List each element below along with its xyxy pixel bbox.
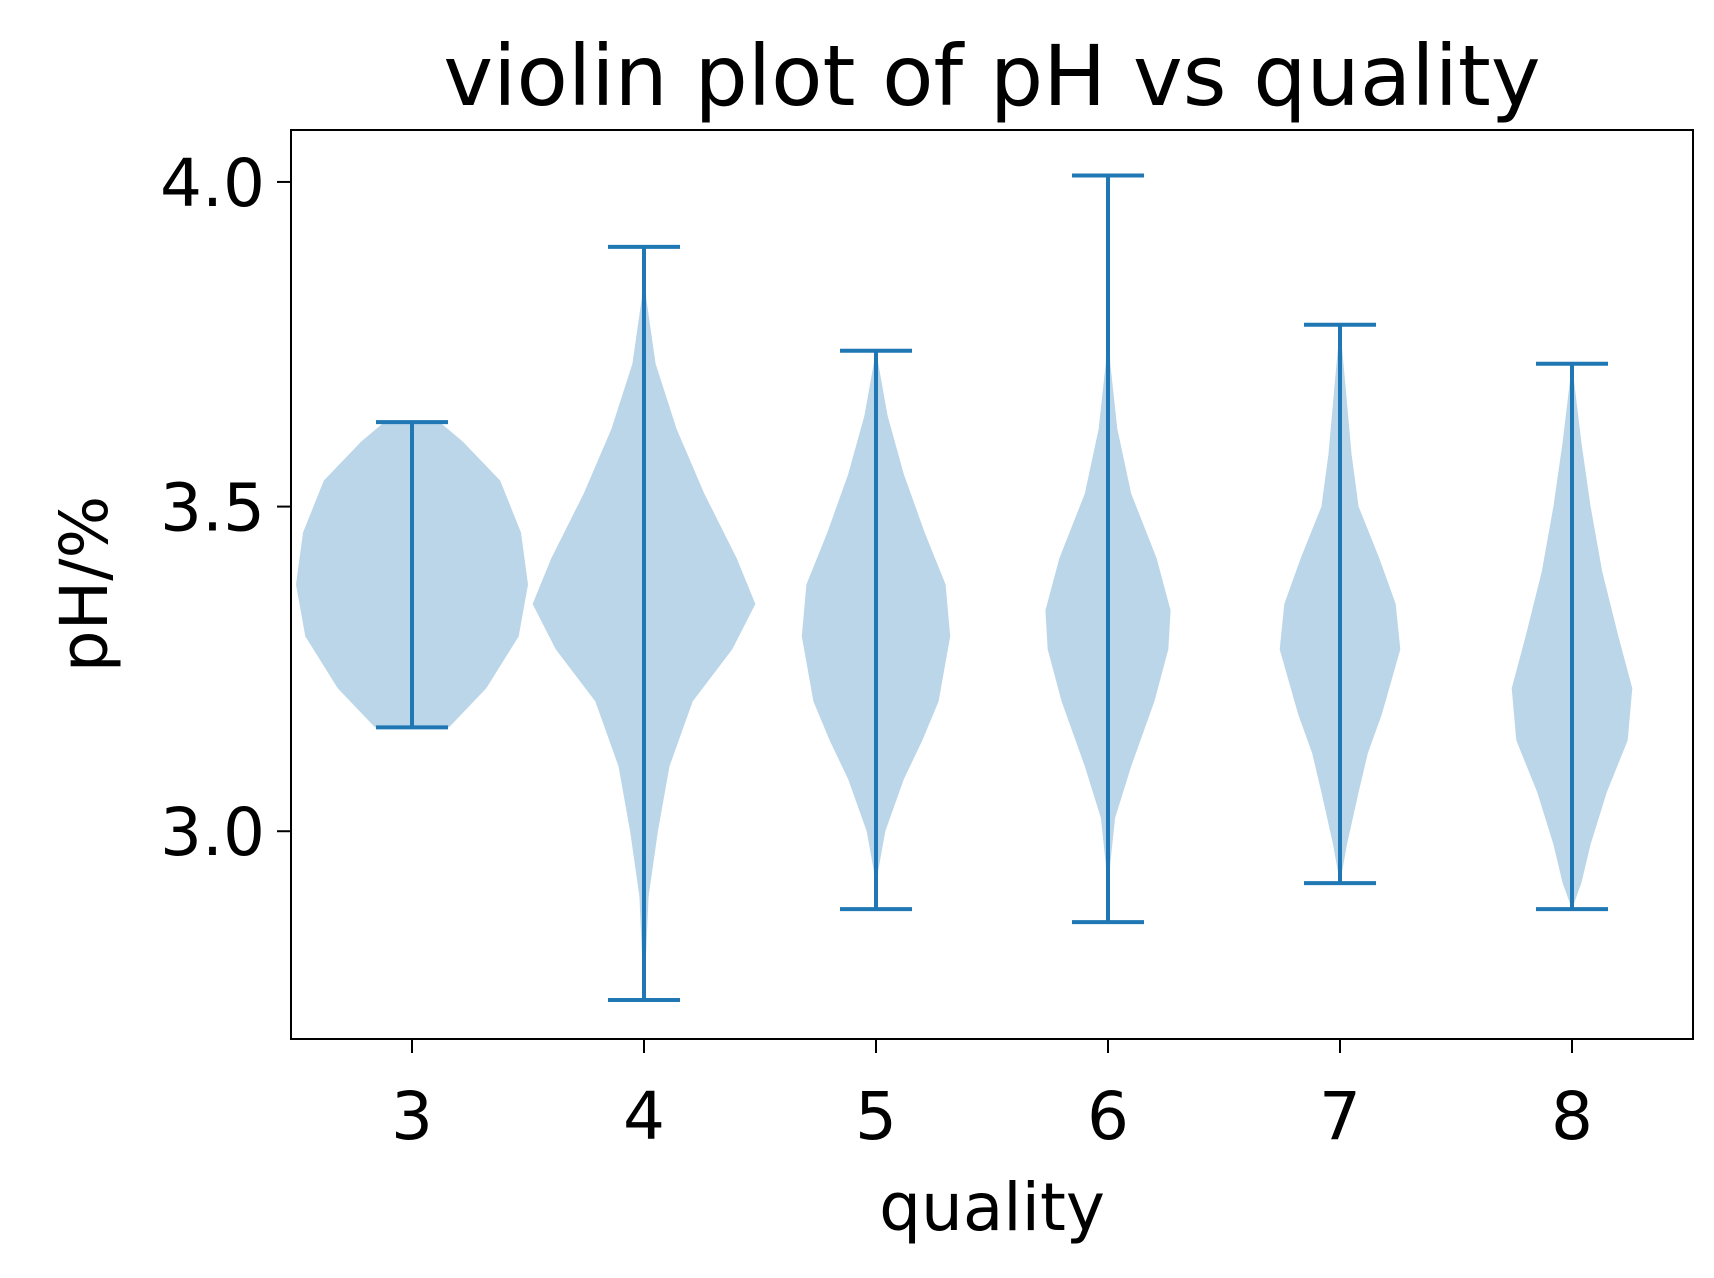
y-axis: 3.0 3.5 4.0: [160, 145, 291, 871]
violin-5: [801, 348, 951, 912]
x-tick-label: 4: [623, 1078, 665, 1155]
violin-7: [1279, 322, 1401, 886]
x-tick-label: 6: [1087, 1078, 1129, 1155]
x-axis: 3 4 5 6 7 8: [391, 1039, 1593, 1155]
plot-area-frame: [290, 129, 1694, 1040]
x-tick-label: 7: [1319, 1078, 1361, 1155]
y-tick-label: 3.0: [160, 794, 265, 871]
y-axis-label: pH/%: [46, 496, 123, 672]
violin-layer: [296, 173, 1633, 1003]
x-tick-label: 5: [855, 1078, 897, 1155]
x-tick-label: 8: [1551, 1078, 1593, 1155]
x-axis-label: quality: [879, 1169, 1105, 1246]
chart-title: violin plot of pH vs quality: [443, 27, 1540, 125]
violin-6: [1045, 173, 1171, 925]
x-tick-label: 3: [391, 1078, 433, 1155]
y-tick-label: 3.5: [160, 470, 265, 547]
y-tick-label: 4.0: [160, 145, 265, 222]
violin-8: [1511, 361, 1633, 912]
violin-3: [296, 420, 528, 730]
violin-4: [532, 244, 756, 1003]
